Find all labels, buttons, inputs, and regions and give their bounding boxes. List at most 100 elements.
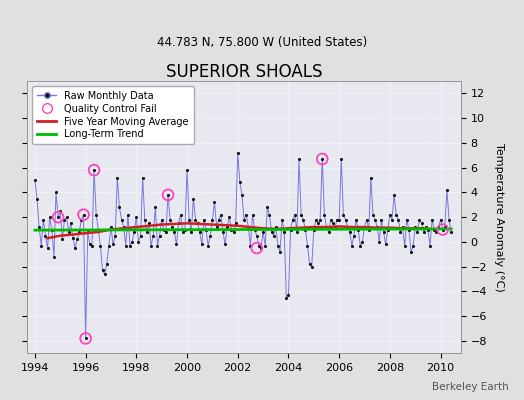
Point <box>90 167 99 173</box>
Point <box>320 212 329 218</box>
Point <box>361 224 369 230</box>
Point <box>232 220 240 226</box>
Point <box>75 229 83 235</box>
Point <box>138 174 147 181</box>
Point <box>62 214 71 220</box>
Point <box>79 212 88 218</box>
Point <box>295 156 303 162</box>
Point <box>356 242 365 249</box>
Point <box>416 216 424 223</box>
Point <box>234 150 242 156</box>
Point <box>367 174 375 181</box>
Point <box>396 229 405 235</box>
Point <box>236 179 244 186</box>
Point <box>354 226 363 233</box>
Point <box>58 236 67 243</box>
Point <box>445 216 453 223</box>
Point <box>305 261 314 267</box>
Point <box>107 224 115 230</box>
Point <box>164 192 172 198</box>
Point <box>94 226 103 233</box>
Point <box>81 335 90 342</box>
Point <box>314 220 322 226</box>
Point <box>402 216 411 223</box>
Point <box>259 229 267 235</box>
Point <box>168 224 177 230</box>
Point <box>388 216 396 223</box>
Point <box>441 224 449 230</box>
Point <box>202 226 210 233</box>
Point <box>261 242 269 249</box>
Point <box>160 226 168 233</box>
Point <box>333 216 341 223</box>
Point <box>392 212 400 218</box>
Point <box>297 212 305 218</box>
Point <box>113 174 122 181</box>
Point <box>299 216 308 223</box>
Point <box>341 216 350 223</box>
Point <box>371 216 379 223</box>
Point <box>43 245 52 251</box>
Point <box>420 229 428 235</box>
Point <box>210 199 219 206</box>
Point <box>60 216 69 223</box>
Point <box>284 292 292 298</box>
Point <box>88 242 96 249</box>
Point <box>31 177 39 183</box>
Point <box>208 216 216 223</box>
Point <box>407 248 415 255</box>
Point <box>67 220 75 226</box>
Point <box>394 216 402 223</box>
Point <box>156 232 164 239</box>
Point <box>227 226 236 233</box>
Point <box>377 216 386 223</box>
Point <box>293 229 301 235</box>
Point <box>71 245 79 251</box>
Point <box>289 216 297 223</box>
Point <box>337 156 345 162</box>
Point <box>109 241 117 248</box>
Point <box>291 212 299 218</box>
Point <box>343 224 352 230</box>
Point <box>430 226 439 233</box>
Point <box>103 261 111 267</box>
Point <box>69 235 77 241</box>
Point <box>339 212 347 218</box>
Point <box>443 187 451 193</box>
Text: 44.783 N, 75.800 W (United States): 44.783 N, 75.800 W (United States) <box>157 36 367 49</box>
Point <box>37 242 46 249</box>
Point <box>85 241 94 248</box>
Point <box>271 224 280 230</box>
Point <box>204 242 212 249</box>
Point <box>153 242 161 249</box>
Point <box>310 226 318 233</box>
Point <box>122 242 130 249</box>
Point <box>276 248 284 255</box>
Point <box>439 226 447 233</box>
Point <box>219 229 227 235</box>
Point <box>48 226 56 233</box>
Point <box>92 212 101 218</box>
Point <box>130 229 138 235</box>
Point <box>400 242 409 249</box>
Point <box>240 216 248 223</box>
Point <box>177 212 185 218</box>
Point <box>375 239 384 245</box>
Point <box>73 236 81 243</box>
Point <box>316 216 324 223</box>
Point <box>434 224 443 230</box>
Point <box>158 216 166 223</box>
Point <box>278 216 286 223</box>
Point <box>428 216 436 223</box>
Point <box>411 224 419 230</box>
Point <box>166 216 174 223</box>
Point <box>46 214 54 220</box>
Point <box>303 242 312 249</box>
Point <box>33 195 41 202</box>
Point <box>379 229 388 235</box>
Point <box>64 229 73 235</box>
Point <box>162 229 170 235</box>
Point <box>301 226 310 233</box>
Point <box>326 216 335 223</box>
Point <box>265 212 274 218</box>
